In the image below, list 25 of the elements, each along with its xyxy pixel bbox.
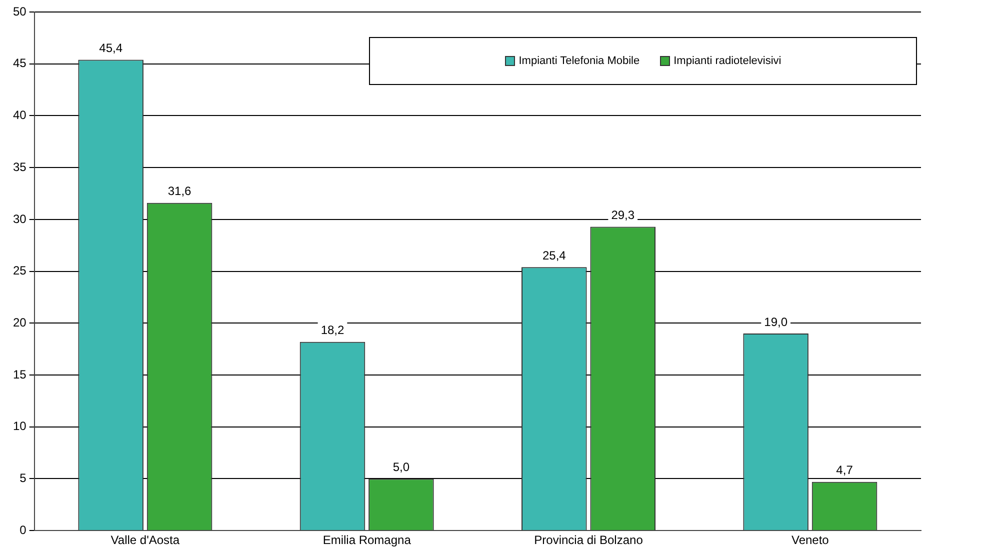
y-tick-label: 0 xyxy=(20,522,27,537)
y-tick-label: 40 xyxy=(12,108,27,122)
data-label: 29,3 xyxy=(611,208,635,222)
y-tick-label: 20 xyxy=(12,315,27,330)
data-label: 4,7 xyxy=(836,463,854,478)
y-tick-label: 45 xyxy=(12,56,27,70)
x-tick-label: Provincia di Bolzano xyxy=(534,533,644,548)
data-label: 18,2 xyxy=(320,323,344,338)
y-tick-label: 50 xyxy=(12,4,27,18)
legend-label: Impianti radiotelevisivi xyxy=(674,55,782,67)
y-tick-label: 30 xyxy=(12,212,27,226)
y-tick-label: 15 xyxy=(12,367,27,382)
x-tick-label: Valle d'Aosta xyxy=(110,533,180,548)
data-label: 45,4 xyxy=(99,41,123,56)
y-tick-label: 35 xyxy=(12,160,27,174)
y-tick-label: 10 xyxy=(12,419,27,434)
y-tick-label: 5 xyxy=(20,471,27,486)
data-label: 5,0 xyxy=(392,460,410,474)
data-label: 25,4 xyxy=(542,248,566,262)
y-tick-label: 25 xyxy=(12,264,27,278)
data-label: 19,0 xyxy=(764,314,788,329)
x-tick-label: Emilia Romagna xyxy=(322,533,412,548)
legend-label: Impianti Telefonia Mobile xyxy=(518,55,640,67)
data-label: 31,6 xyxy=(168,184,192,198)
x-tick-label: Veneto xyxy=(791,533,830,548)
